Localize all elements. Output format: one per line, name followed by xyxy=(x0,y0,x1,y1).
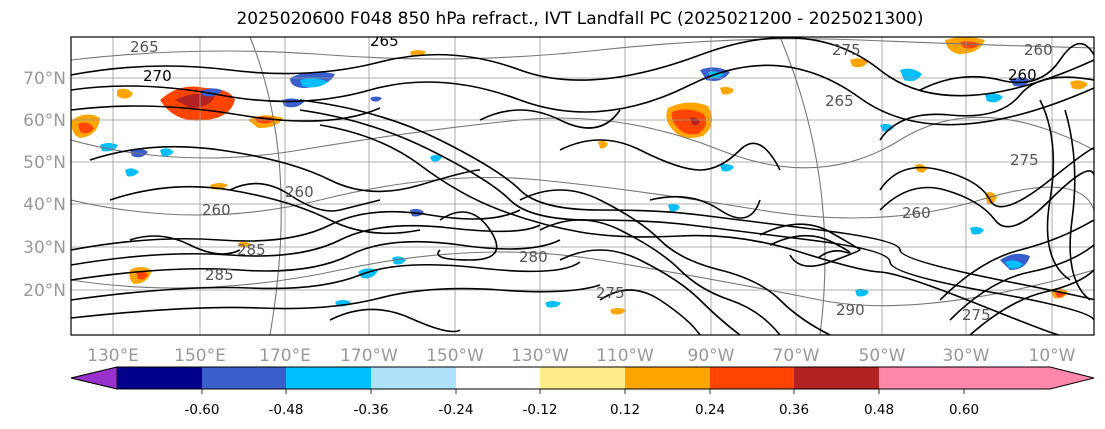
svg-text:260: 260 xyxy=(902,204,931,222)
lon-label: 30°W xyxy=(943,346,990,366)
svg-text:265: 265 xyxy=(825,92,854,110)
colorbar-segment xyxy=(202,367,286,389)
gray-contours xyxy=(71,37,1094,335)
lon-label: 90°W xyxy=(688,346,735,366)
colorbar-segment xyxy=(710,367,794,389)
lon-label: 170°E xyxy=(259,346,311,366)
colorbar-segment xyxy=(879,367,964,389)
lat-label: 70°N xyxy=(23,69,66,89)
svg-text:275: 275 xyxy=(596,284,625,302)
lat-label: 60°N xyxy=(23,111,66,131)
colorbar-segment xyxy=(117,367,202,389)
svg-text:260: 260 xyxy=(202,201,231,219)
colorbar-segment xyxy=(794,367,879,389)
map-title: 2025020600 F048 850 hPa refract., IVT La… xyxy=(236,9,924,29)
lon-label: 170°W xyxy=(340,346,398,366)
lon-label: 70°W xyxy=(773,346,820,366)
black-contours xyxy=(71,37,1094,335)
svg-text:275: 275 xyxy=(962,306,991,324)
svg-text:290: 290 xyxy=(836,301,865,319)
svg-text:275: 275 xyxy=(832,41,861,59)
svg-text:260: 260 xyxy=(285,183,314,201)
lat-label: 20°N xyxy=(23,281,66,301)
svg-text:285: 285 xyxy=(205,266,234,284)
colorbar-segment xyxy=(540,367,625,389)
colorbar-tick-label: -0.60 xyxy=(185,402,220,418)
svg-text:280: 280 xyxy=(519,248,548,266)
svg-text:260: 260 xyxy=(1024,41,1053,59)
lat-label: 30°N xyxy=(23,238,66,258)
colorbar: -0.60 -0.48 -0.36 -0.24 -0.12 0.12 0.24 … xyxy=(70,366,1095,418)
colorbar-tick-label: -0.24 xyxy=(439,402,474,418)
colorbar-tick-label: 0.48 xyxy=(864,402,894,418)
latitude-labels: 70°N 60°N 50°N 40°N 30°N 20°N xyxy=(23,69,66,301)
lon-label: 50°W xyxy=(859,346,906,366)
colorbar-segment xyxy=(286,367,371,389)
colorbar-tick-label: 0.24 xyxy=(695,402,725,418)
svg-text:265: 265 xyxy=(130,38,159,56)
colorbar-segment xyxy=(456,367,540,389)
colorbar-segment xyxy=(625,367,710,389)
colorbar-tick-label: 0.60 xyxy=(949,402,979,418)
longitude-labels: 130°E 150°E 170°E 170°W 150°W 130°W 110°… xyxy=(87,346,1076,366)
svg-text:270: 270 xyxy=(143,67,172,85)
colorbar-tick-label: 0.36 xyxy=(779,402,809,418)
graticule xyxy=(71,37,1094,335)
contour-labels: 265 275 260 270 265 260 265 260 275 260 … xyxy=(130,32,1053,324)
lat-label: 40°N xyxy=(23,195,66,215)
svg-text:285: 285 xyxy=(237,241,266,259)
lon-label: 150°E xyxy=(174,346,226,366)
colorbar-tick-label: -0.48 xyxy=(269,402,304,418)
lon-label: 110°W xyxy=(596,346,654,366)
lon-label: 10°W xyxy=(1029,346,1076,366)
colorbar-segment xyxy=(371,367,456,389)
lon-label: 130°E xyxy=(87,346,139,366)
map-panel: 265 275 260 270 265 260 265 260 275 260 … xyxy=(70,32,1095,336)
lon-label: 130°W xyxy=(511,346,569,366)
svg-text:275: 275 xyxy=(1010,151,1039,169)
svg-text:265: 265 xyxy=(370,32,399,50)
colorbar-tick-label: 0.12 xyxy=(610,402,640,418)
svg-text:260: 260 xyxy=(1008,66,1037,84)
colorbar-extend-left xyxy=(70,366,118,390)
lat-label: 50°N xyxy=(23,153,66,173)
lon-label: 150°W xyxy=(426,346,484,366)
colorbar-tick-label: -0.36 xyxy=(354,402,389,418)
colorbar-tick-label: -0.12 xyxy=(523,402,558,418)
